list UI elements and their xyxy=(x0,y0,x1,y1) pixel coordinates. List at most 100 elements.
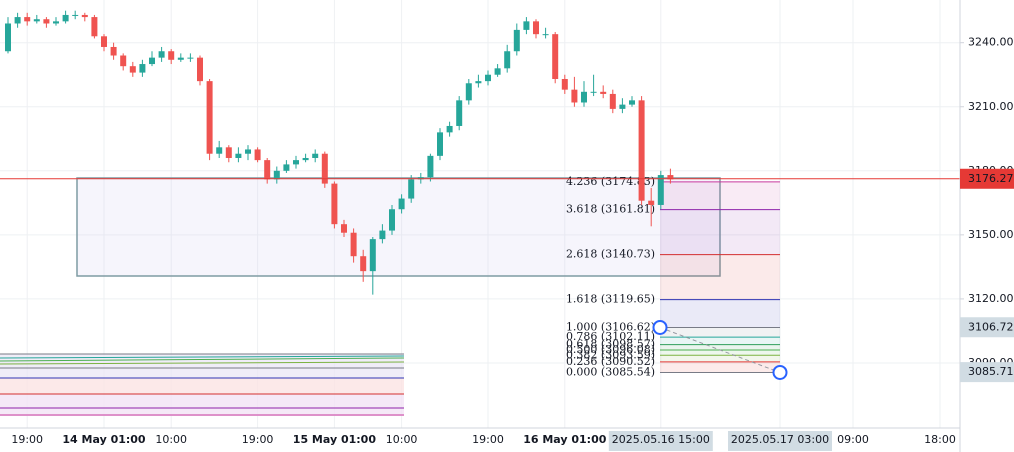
candle-body xyxy=(398,198,405,210)
candle-body xyxy=(331,183,338,225)
candle-body xyxy=(120,55,127,67)
fib-zone xyxy=(660,349,780,356)
fib-label: 1.000 (3106.62) xyxy=(566,320,655,333)
candle-body xyxy=(235,153,242,158)
left-fib-drawing xyxy=(0,353,405,416)
last-price-bg xyxy=(960,168,1014,189)
fib-zone xyxy=(660,254,780,300)
fib-zone xyxy=(660,299,780,328)
candle-body xyxy=(533,21,539,35)
candle-body xyxy=(408,179,415,199)
x-tick-label: 14 May 01:00 xyxy=(62,433,146,446)
candle-body xyxy=(43,19,50,24)
candle-body xyxy=(14,17,21,24)
x-tick-label: 19:00 xyxy=(472,433,504,446)
price-label-bg xyxy=(960,317,1014,338)
fib-label: 0.382 (3093.59) xyxy=(566,348,655,361)
x-tick-label: 10:00 xyxy=(386,433,418,446)
candle-body xyxy=(293,160,299,165)
y-tick-label: 3120.00 xyxy=(968,292,1014,305)
x-tick-label: 2025.05.17 03:00 xyxy=(731,433,829,446)
candle-body xyxy=(72,14,79,16)
candle-body xyxy=(552,34,559,79)
x-tick-label: 18:00 xyxy=(924,433,956,446)
candle-body xyxy=(254,149,261,161)
candle-body xyxy=(437,132,443,156)
candle-body xyxy=(302,157,309,161)
x-tick-label: 16 May 01:00 xyxy=(523,433,607,446)
candle-body xyxy=(465,83,472,101)
candle-body xyxy=(600,91,607,94)
candle-body xyxy=(494,68,501,75)
candle-body xyxy=(446,125,453,133)
fibonacci-tool[interactable]: 4.236 (3174.83) 3.618 (3161.81) 2.618 (314… xyxy=(566,175,788,380)
candle-body xyxy=(187,57,194,59)
candle-body xyxy=(561,78,568,90)
range-box[interactable] xyxy=(76,177,721,277)
candle-body xyxy=(197,57,203,82)
candle-body xyxy=(149,57,155,65)
axes: 3240.003210.003180.003150.003120.003090.… xyxy=(11,36,1014,451)
fib-zone xyxy=(660,327,780,338)
x-tick-label: 10:00 xyxy=(155,433,187,446)
fib-label: 4.236 (3174.83) xyxy=(566,175,655,188)
candle-body xyxy=(648,200,655,205)
candle-body xyxy=(33,19,40,22)
candle-body xyxy=(619,104,626,109)
candle-body xyxy=(91,17,98,37)
candle-body xyxy=(389,209,395,231)
candle-body xyxy=(283,164,290,171)
fib-label: 0.000 (3085.54) xyxy=(566,365,655,378)
price-label: 3085.71 xyxy=(968,365,1014,378)
candle-body xyxy=(590,91,597,93)
fib-label: 2.618 (3140.73) xyxy=(566,248,655,261)
candle-body xyxy=(369,239,376,272)
fib-zone xyxy=(660,181,780,210)
candle-body xyxy=(581,91,587,103)
candle-body xyxy=(341,224,347,233)
candle-body xyxy=(667,175,674,180)
fib-label: 1.618 (3119.65) xyxy=(566,293,655,306)
candle-body xyxy=(101,36,107,47)
candle-body xyxy=(523,21,530,30)
fib-zone xyxy=(660,355,780,362)
price-label-bg xyxy=(960,362,1014,383)
candle-body xyxy=(110,46,117,56)
candle-body xyxy=(168,51,175,60)
x-tick-label: 09:00 xyxy=(837,433,869,446)
candle-body xyxy=(139,64,146,73)
candle-body xyxy=(427,155,434,178)
fib-label: 0.786 (3102.11) xyxy=(566,330,655,343)
candle-body xyxy=(657,175,664,205)
fib-label: 3.618 (3161.81) xyxy=(566,203,655,216)
candle-body xyxy=(456,100,463,126)
fib-zone xyxy=(660,337,780,345)
candle-body xyxy=(513,29,520,52)
candle-body xyxy=(225,147,232,158)
candle-body xyxy=(321,153,328,184)
y-tick-label: 3210.00 xyxy=(968,100,1014,113)
fib-label: 0.618 (3098.57) xyxy=(566,338,655,351)
price-label: 3106.72 xyxy=(968,320,1014,333)
y-tick-label: 3240.00 xyxy=(968,36,1014,49)
last-price-label: 3176.27 xyxy=(968,172,1014,185)
candle-body xyxy=(158,51,165,58)
candle-body xyxy=(504,51,511,69)
candles xyxy=(5,10,674,295)
candle-body xyxy=(177,57,184,60)
x-tick-label: 19:00 xyxy=(11,433,43,446)
candle-body xyxy=(360,256,367,272)
fib-anchor[interactable] xyxy=(772,364,788,380)
fib-anchor[interactable] xyxy=(652,319,668,335)
fib-zone xyxy=(660,361,780,373)
candle-body xyxy=(638,100,645,201)
candle-body xyxy=(81,14,88,18)
crosshair-label-bg xyxy=(728,431,832,451)
candle-body xyxy=(62,14,69,22)
fib-trendline xyxy=(659,326,781,373)
candle-body xyxy=(264,160,271,180)
candle-body xyxy=(206,81,213,154)
candle-body xyxy=(24,17,31,22)
candle-body xyxy=(485,74,491,82)
